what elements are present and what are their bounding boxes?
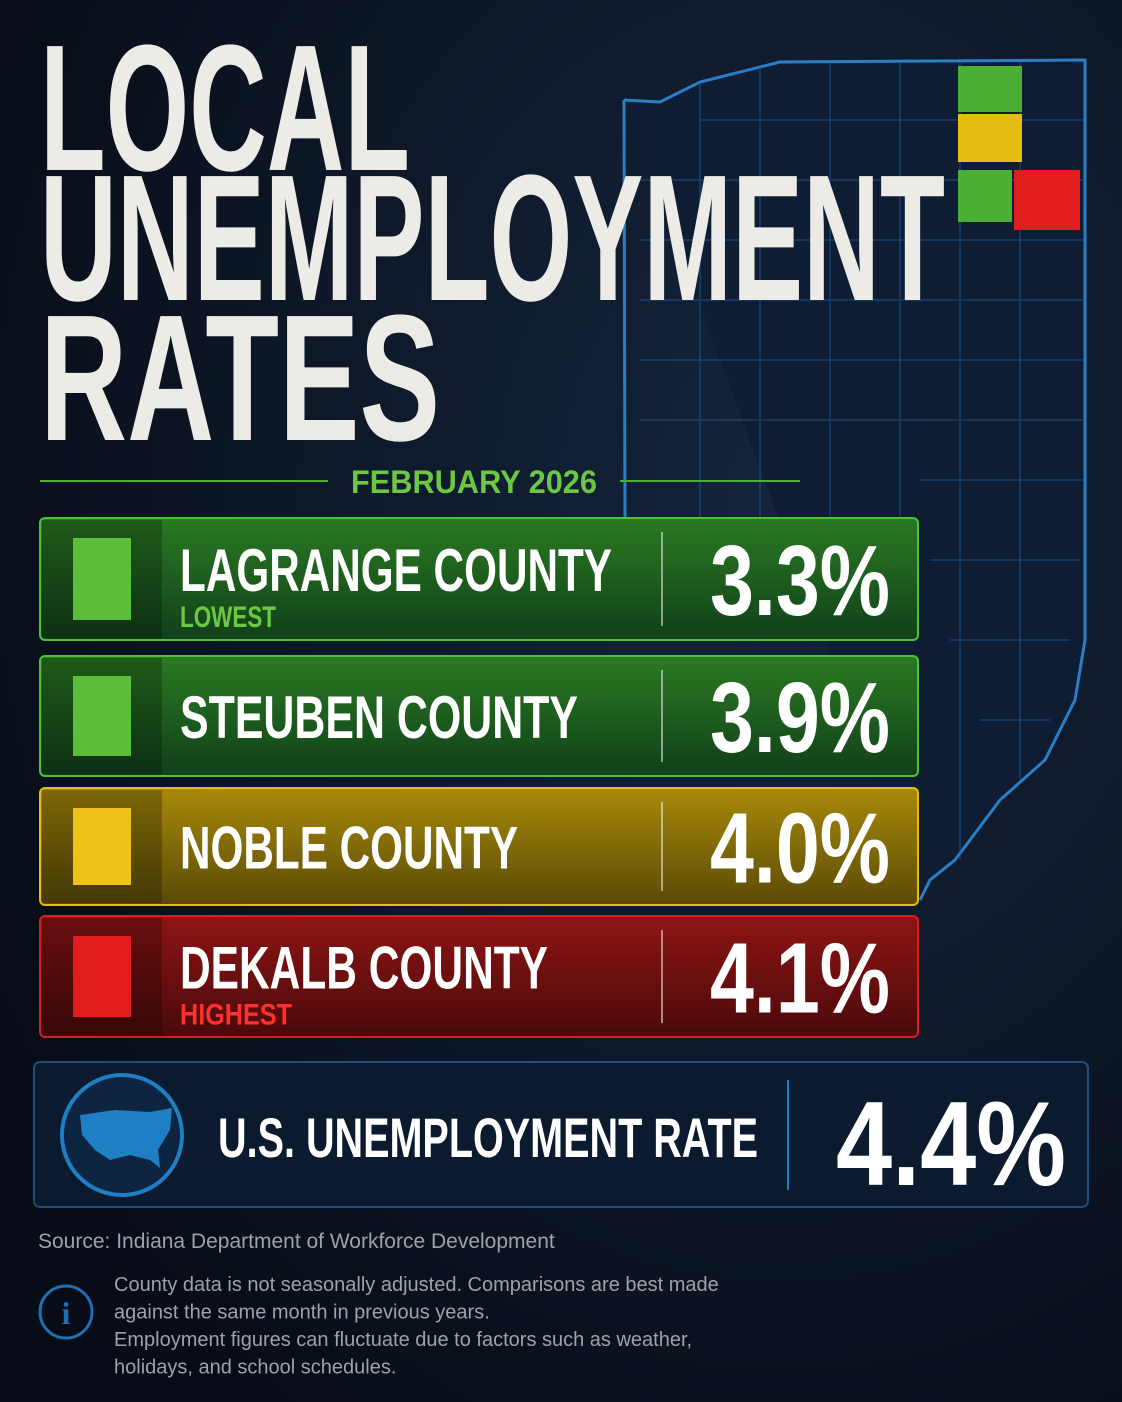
county-icon [73, 808, 131, 885]
note-line: County data is not seasonally adjusted. … [114, 1274, 719, 1296]
county-shape [958, 170, 1012, 222]
title: LOCAL UNEMPLOYMENT RATES [40, 8, 945, 479]
national-box [33, 1061, 1089, 1208]
national-label: U.S. UNEMPLOYMENT RATE [218, 1106, 758, 1169]
county-icon [73, 936, 131, 1017]
county-tag: HIGHEST [180, 999, 292, 1032]
county-name: NOBLE COUNTY [180, 815, 518, 882]
note-line: holidays, and school schedules. [114, 1357, 396, 1379]
title-line: RATES [40, 278, 440, 479]
county-name: DEKALB COUNTY [180, 935, 548, 1002]
county-row [39, 915, 919, 1038]
us-shape [80, 1108, 172, 1168]
county-icon [73, 676, 131, 756]
source: Source: Indiana Department of Workforce … [38, 1230, 555, 1253]
national-rate: 4.4% [836, 1077, 1066, 1211]
county-shape [958, 66, 1022, 112]
county-rate: 4.0% [710, 793, 890, 905]
county-rate: 3.3% [710, 525, 890, 637]
county-name: LAGRANGE COUNTY [180, 537, 612, 604]
note-line: against the same month in previous years… [114, 1302, 490, 1324]
county-rate: 3.9% [710, 662, 890, 774]
title-line: UNEMPLOYMENT [40, 138, 945, 339]
note-line: Employment figures can fluctuate due to … [114, 1329, 692, 1351]
info-icon [38, 1284, 94, 1340]
county-row [39, 517, 919, 641]
info-glyph: i [62, 1295, 71, 1331]
title-line: LOCAL [40, 8, 410, 209]
county-rate: 4.1% [710, 923, 890, 1035]
county-row [39, 787, 919, 906]
county-shape [1014, 170, 1080, 230]
notes: County data is not seasonally adjusted. … [114, 1274, 719, 1379]
indiana-map [622, 58, 1087, 901]
county-row [39, 655, 919, 777]
county-icon [73, 538, 131, 620]
date: FEBRUARY 2026 [351, 464, 597, 500]
county-tag: LOWEST [180, 601, 276, 634]
county-name: STEUBEN COUNTY [180, 684, 578, 751]
county-shape [958, 114, 1022, 162]
